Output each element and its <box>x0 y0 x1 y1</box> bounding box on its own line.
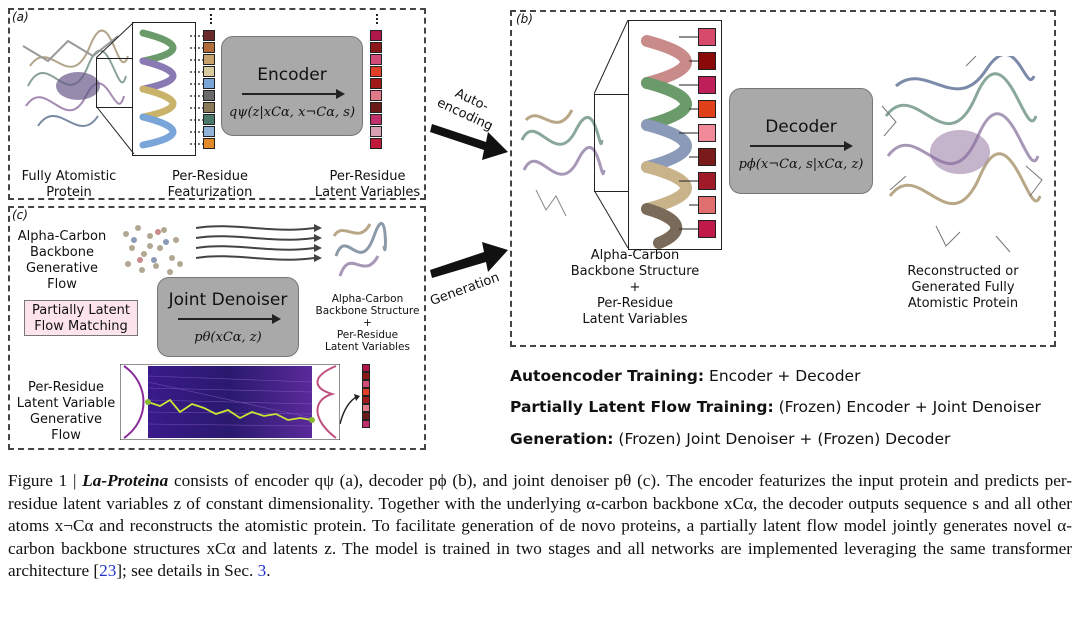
latent-swatch <box>698 124 716 142</box>
latent-swatch <box>370 138 382 149</box>
joint-denoiser-title: Joint Denoiser <box>168 290 288 310</box>
zoom-lines-a <box>96 22 135 154</box>
atomistic-protein-image <box>22 29 129 127</box>
noise-cloud-image <box>123 225 183 275</box>
partially-latent-flow-matching-badge: Partially Latent Flow Matching <box>24 300 138 336</box>
latent-swatch <box>362 372 370 380</box>
latent-swatch <box>698 172 716 190</box>
encoder-title: Encoder <box>257 65 327 85</box>
latent-swatch <box>203 90 215 101</box>
autoencoding-arrow <box>430 124 508 160</box>
latent-swatch <box>370 42 382 53</box>
latent-swatch <box>362 404 370 412</box>
joint-denoiser-formula: pθ(xCα, z) <box>194 330 262 345</box>
panel-a-label: (a) <box>12 10 29 24</box>
generated-backbone-image <box>332 222 387 277</box>
panel-c <box>8 206 426 450</box>
encoder-arrowhead <box>336 89 345 99</box>
latent-swatch <box>203 126 215 137</box>
latent-swatch <box>370 78 382 89</box>
decoder-arrowhead <box>844 141 853 151</box>
denoiser-arrowhead <box>272 314 281 324</box>
latent-swatch <box>203 66 215 77</box>
latent-swatch <box>370 30 382 41</box>
flow-arrows <box>195 224 322 262</box>
model-name: La-Proteina <box>82 471 169 490</box>
latent-swatch <box>370 90 382 101</box>
latent-swatch <box>203 138 215 149</box>
latent-swatch <box>698 148 716 166</box>
per-residue-latent-label: Per-Residue Latent Variables <box>314 169 421 200</box>
latent-swatch <box>362 380 370 388</box>
section-link[interactable]: 3 <box>257 561 267 581</box>
decoder-box: Decoder pϕ(x¬Cα, s|xCα, z) <box>729 88 873 194</box>
latent-swatch <box>698 220 716 238</box>
per-residue-latents-b <box>698 28 716 244</box>
denoiser-arrow <box>178 318 273 320</box>
alpha-carbon-flow-label: Alpha-Carbon Backbone Generative Flow <box>17 229 107 292</box>
decoder-title: Decoder <box>765 117 837 137</box>
reconstructed-protein-image <box>881 56 1043 253</box>
joint-denoiser-box: Joint Denoiser pθ(xCα, z) <box>157 277 299 357</box>
panel-b-label: (b) <box>516 12 533 26</box>
latent-swatch <box>203 114 215 125</box>
latent-swatch <box>203 42 215 53</box>
summary-generation: Generation: (Frozen) Joint Denoiser + (F… <box>510 430 951 448</box>
latent-swatch <box>698 52 716 70</box>
latent-swatch <box>203 54 215 65</box>
decoder-arrow <box>750 145 845 147</box>
latent-swatch <box>203 78 215 89</box>
generated-output-label: Alpha-Carbon Backbone Structure + Per-Re… <box>315 293 420 353</box>
per-residue-latents <box>370 30 382 150</box>
per-residue-featurization-label: Per-Residue Featurization <box>167 169 253 200</box>
latent-swatch <box>698 28 716 46</box>
panel-c-label: (c) <box>12 208 28 222</box>
latent-swatch <box>370 126 382 137</box>
summary-flow-training: Partially Latent Flow Training: (Frozen)… <box>510 398 1041 416</box>
latent-swatch <box>203 30 215 41</box>
backbone-structure-label: Alpha-Carbon Backbone Structure + Per-Re… <box>570 248 700 327</box>
zoom-lines-b <box>594 20 629 249</box>
per-residue-features <box>203 30 215 150</box>
figure-caption: Figure 1 | La-Proteina consists of encod… <box>8 471 1072 581</box>
latent-swatch <box>362 396 370 404</box>
helix-inset-a <box>132 22 196 156</box>
panel-b <box>510 10 1056 347</box>
decoder-formula: pϕ(x¬Cα, s|xCα, z) <box>738 157 864 172</box>
dotted-divider-a <box>210 14 212 24</box>
generated-latents-column <box>362 364 370 428</box>
encoder-arrow <box>242 93 337 95</box>
reference-link[interactable]: 23 <box>99 561 117 581</box>
latent-swatch <box>370 114 382 125</box>
latent-swatch <box>362 412 370 420</box>
latent-flow-plot <box>120 364 340 440</box>
panel-a <box>8 8 426 200</box>
backbone-input-image <box>520 109 606 217</box>
curved-arrow-c <box>339 394 360 425</box>
latent-swatch <box>698 76 716 94</box>
summary-autoencoder: Autoencoder Training: Encoder + Decoder <box>510 367 861 385</box>
latent-swatch <box>698 196 716 214</box>
latent-swatch <box>370 66 382 77</box>
latent-swatch <box>698 100 716 118</box>
encoder-box: Encoder qψ(z|xCα, x¬Cα, s) <box>221 36 363 136</box>
latent-swatch <box>203 102 215 113</box>
encoder-formula: qψ(z|xCα, x¬Cα, s) <box>228 105 356 120</box>
fully-atomistic-protein-label: Fully Atomistic Protein <box>21 169 117 200</box>
latent-flow-label: Per-Residue Latent Variable Generative F… <box>16 380 116 443</box>
latent-swatch <box>362 388 370 396</box>
latent-swatch <box>370 54 382 65</box>
dotted-divider-a2 <box>376 14 378 24</box>
latent-swatch <box>362 420 370 428</box>
latent-swatch <box>362 364 370 372</box>
generation-arrow <box>430 242 508 278</box>
reconstructed-protein-label: Reconstructed or Generated Fully Atomist… <box>907 264 1019 311</box>
latent-swatch <box>370 102 382 113</box>
